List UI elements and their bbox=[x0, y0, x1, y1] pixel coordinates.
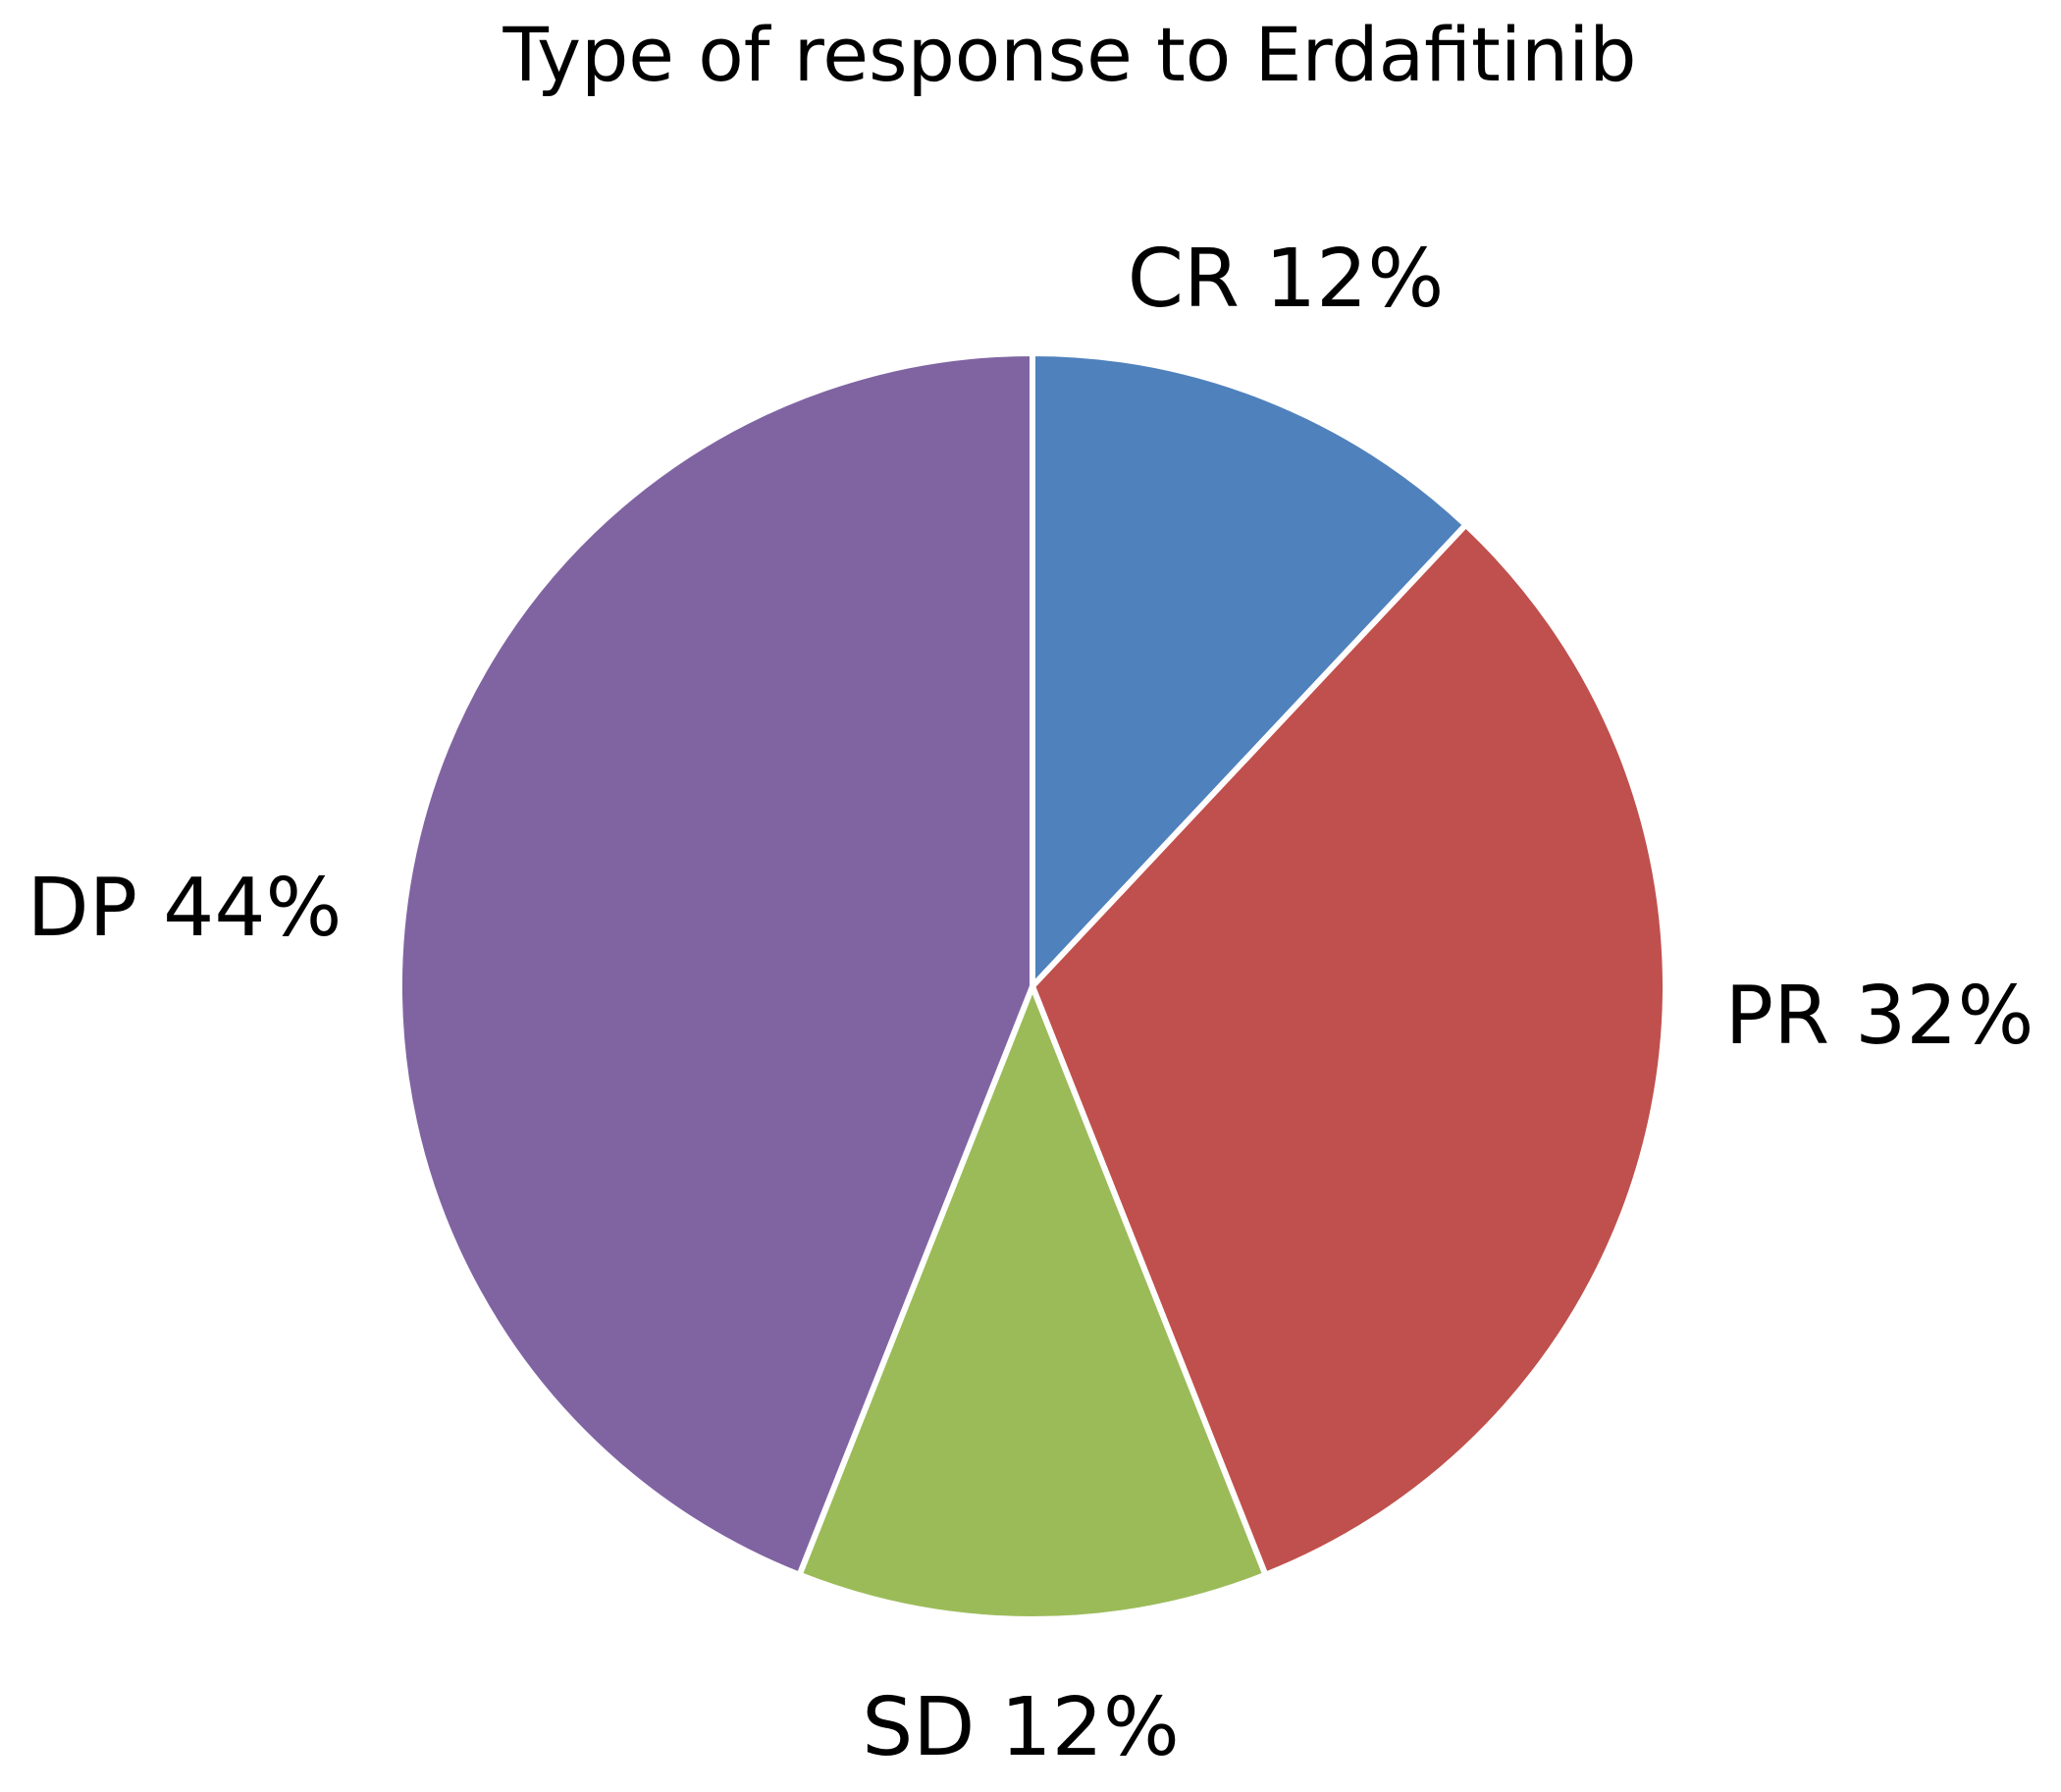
pie-slices bbox=[396, 350, 1668, 1622]
slice-label-cr: CR 12% bbox=[1128, 233, 1445, 326]
pie-slice-dp bbox=[396, 350, 1035, 1578]
pie-slice-pr bbox=[1030, 521, 1668, 1578]
pie-slice-cr bbox=[1030, 350, 1469, 989]
slice-label-pr: PR 32% bbox=[1725, 970, 2035, 1063]
slice-label-sd: SD 12% bbox=[862, 1681, 1180, 1774]
pie-slice-sd bbox=[796, 983, 1269, 1622]
chart-title: Type of response to Erdafitinib bbox=[502, 11, 1637, 98]
slice-label-dp: DP 44% bbox=[27, 862, 343, 955]
